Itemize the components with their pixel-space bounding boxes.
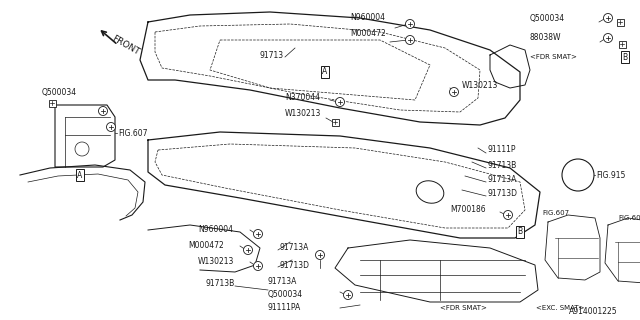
Text: W130213: W130213 [198,258,234,267]
Text: N370044: N370044 [285,93,320,102]
Circle shape [344,291,353,300]
Circle shape [449,87,458,97]
Text: <FDR SMAT>: <FDR SMAT> [440,305,487,311]
Circle shape [504,211,513,220]
Circle shape [604,34,612,43]
Circle shape [604,13,612,22]
FancyBboxPatch shape [49,100,56,107]
Text: FIG.607: FIG.607 [118,129,147,138]
Text: 91713: 91713 [260,51,284,60]
Text: M000472: M000472 [188,242,224,251]
Text: W130213: W130213 [285,109,321,118]
Circle shape [406,36,415,44]
Text: M700186: M700186 [450,205,486,214]
Text: FRONT: FRONT [109,34,141,57]
Circle shape [406,20,415,28]
Circle shape [99,107,108,116]
Text: Q500034: Q500034 [530,13,565,22]
Text: Q500034: Q500034 [268,291,303,300]
Circle shape [316,251,324,260]
Circle shape [253,261,262,270]
Text: A: A [323,68,328,76]
Text: 91111P: 91111P [488,146,516,155]
Text: B: B [517,228,523,236]
Text: B: B [623,52,628,61]
Text: FIG.607: FIG.607 [618,215,640,221]
Text: 91713A: 91713A [268,277,298,286]
Text: 91713D: 91713D [488,189,518,198]
Text: 91713B: 91713B [205,279,234,289]
Circle shape [335,98,344,107]
Circle shape [243,245,253,254]
Text: Q500034: Q500034 [42,89,77,98]
Text: 91713A: 91713A [488,175,517,185]
Text: 91111PA: 91111PA [268,303,301,313]
Circle shape [106,123,115,132]
Text: A914001225: A914001225 [570,307,618,316]
Text: <FDR SMAT>: <FDR SMAT> [530,54,577,60]
Text: N960004: N960004 [350,13,385,22]
Text: 91713B: 91713B [488,162,517,171]
FancyBboxPatch shape [332,118,339,125]
Text: <EXC. SMAT>: <EXC. SMAT> [536,305,584,311]
Text: N960004: N960004 [198,226,233,235]
Text: 91713A: 91713A [280,244,309,252]
FancyBboxPatch shape [618,41,625,47]
Text: FIG.607: FIG.607 [543,210,570,216]
Text: A: A [77,171,83,180]
FancyBboxPatch shape [616,19,623,26]
Circle shape [253,229,262,238]
Text: 91713D: 91713D [280,260,310,269]
Text: M000472: M000472 [350,29,386,38]
Text: 88038W: 88038W [530,34,561,43]
Text: W130213: W130213 [462,81,499,90]
Text: FIG.915: FIG.915 [596,171,625,180]
